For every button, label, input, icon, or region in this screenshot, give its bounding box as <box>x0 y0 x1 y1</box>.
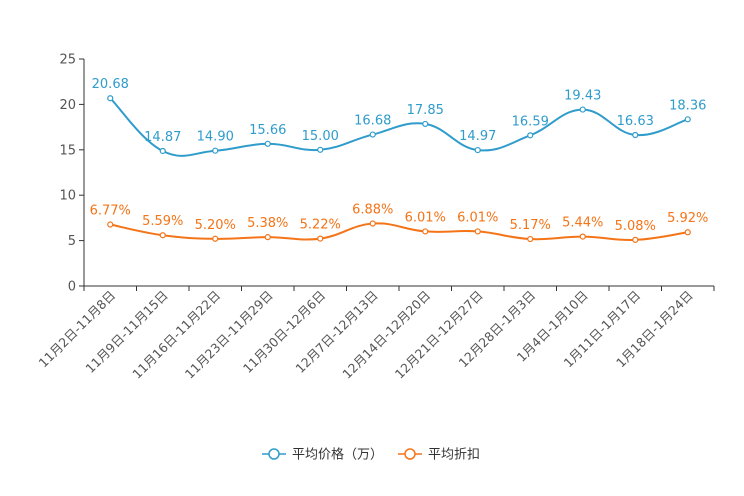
y-tick-label: 10 <box>59 189 76 204</box>
data-label: 5.59% <box>142 214 183 229</box>
data-point <box>317 146 324 153</box>
data-label: 14.87 <box>144 130 181 145</box>
data-point <box>527 235 534 243</box>
data-label: 5.22% <box>300 218 341 233</box>
legend-label: 平均价格（万） <box>292 447 383 463</box>
data-label: 17.85 <box>407 103 444 118</box>
data-point <box>579 106 586 113</box>
legend-marker-icon <box>268 448 280 460</box>
legend-label: 平均折扣 <box>428 448 480 463</box>
data-point <box>579 233 586 240</box>
data-label: 5.38% <box>247 216 288 231</box>
data-label: 15.66 <box>249 123 286 138</box>
data-label: 6.77% <box>90 204 131 219</box>
data-point <box>264 140 271 147</box>
data-label: 20.68 <box>92 77 129 92</box>
data-label: 14.90 <box>197 130 234 145</box>
data-label: 19.43 <box>564 89 601 104</box>
data-label: 6.01% <box>457 210 498 225</box>
x-category-label: 11月16日-11月22日 <box>129 288 223 382</box>
data-label: 5.20% <box>195 218 236 233</box>
data-point <box>632 236 639 243</box>
x-category-label: 11月23日-11月29日 <box>182 288 276 382</box>
series-line-avg-discount <box>110 222 688 241</box>
data-label: 16.59 <box>512 114 549 129</box>
data-label: 6.88% <box>352 203 393 218</box>
y-tick-label: 0 <box>68 280 76 295</box>
data-label: 5.08% <box>615 219 656 234</box>
data-point <box>527 132 534 139</box>
data-point <box>684 116 691 123</box>
x-category-label: 12月14日-12月20日 <box>339 288 433 382</box>
data-label: 16.63 <box>617 114 654 129</box>
data-label: 5.44% <box>562 216 603 231</box>
data-point <box>317 235 324 242</box>
data-point <box>474 228 481 235</box>
data-label: 18.36 <box>669 98 706 113</box>
data-point <box>369 131 376 138</box>
data-label: 5.92% <box>667 211 708 226</box>
data-point <box>107 221 114 228</box>
data-point <box>369 220 376 227</box>
data-point <box>684 229 691 236</box>
data-label: 16.68 <box>354 114 391 129</box>
data-label: 5.17% <box>510 218 551 233</box>
y-tick-label: 20 <box>59 98 76 113</box>
data-point <box>159 232 166 239</box>
x-category-label: 12月21日-12月27日 <box>392 288 486 382</box>
data-label: 14.97 <box>459 129 496 144</box>
y-tick-label: 15 <box>59 143 76 158</box>
data-point <box>212 147 219 154</box>
data-point <box>422 120 429 128</box>
data-point <box>422 228 429 235</box>
data-point <box>159 147 166 155</box>
legend-marker-icon <box>404 448 416 460</box>
data-point <box>264 234 271 241</box>
y-tick-label: 25 <box>59 53 76 68</box>
y-tick-label: 5 <box>68 234 76 249</box>
data-point <box>632 131 639 139</box>
data-label: 15.00 <box>302 129 339 144</box>
data-point <box>212 235 219 242</box>
data-label: 6.01% <box>405 210 446 225</box>
series-line-avg-price <box>109 97 689 157</box>
data-point <box>474 146 481 154</box>
data-point <box>107 95 114 102</box>
